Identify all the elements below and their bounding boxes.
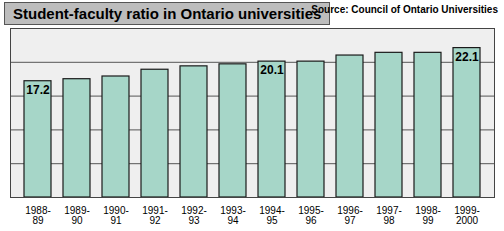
svg-text:1988-89: 1988-89 [25,205,51,226]
svg-text:22.1: 22.1 [455,50,479,64]
svg-text:1994-95: 1994-95 [259,205,285,226]
html-text:Source: Council of Ontario Uni: Source: Council of Ontario Universities [311,4,498,15]
svg-text:1990-91: 1990-91 [103,205,129,226]
svg-text:1989-90: 1989-90 [64,205,90,226]
svg-text:1997-98: 1997-98 [376,205,402,226]
svg-text:20.1: 20.1 [260,63,284,77]
svg-text:1995-96: 1995-96 [298,205,324,226]
svg-text:1992-93: 1992-93 [181,205,207,226]
html-text:Student-faculty ratio in Ontar: Student-faculty ratio in Ontario univers… [13,5,322,22]
svg-text:17.2: 17.2 [26,83,50,97]
svg-text:1993-94: 1993-94 [220,205,246,226]
svg-text:1996-97: 1996-97 [337,205,363,226]
svg-text:1991-92: 1991-92 [142,205,168,226]
svg-text:1999-2000: 1999-2000 [454,205,480,226]
svg-text:1998-99: 1998-99 [415,205,441,226]
